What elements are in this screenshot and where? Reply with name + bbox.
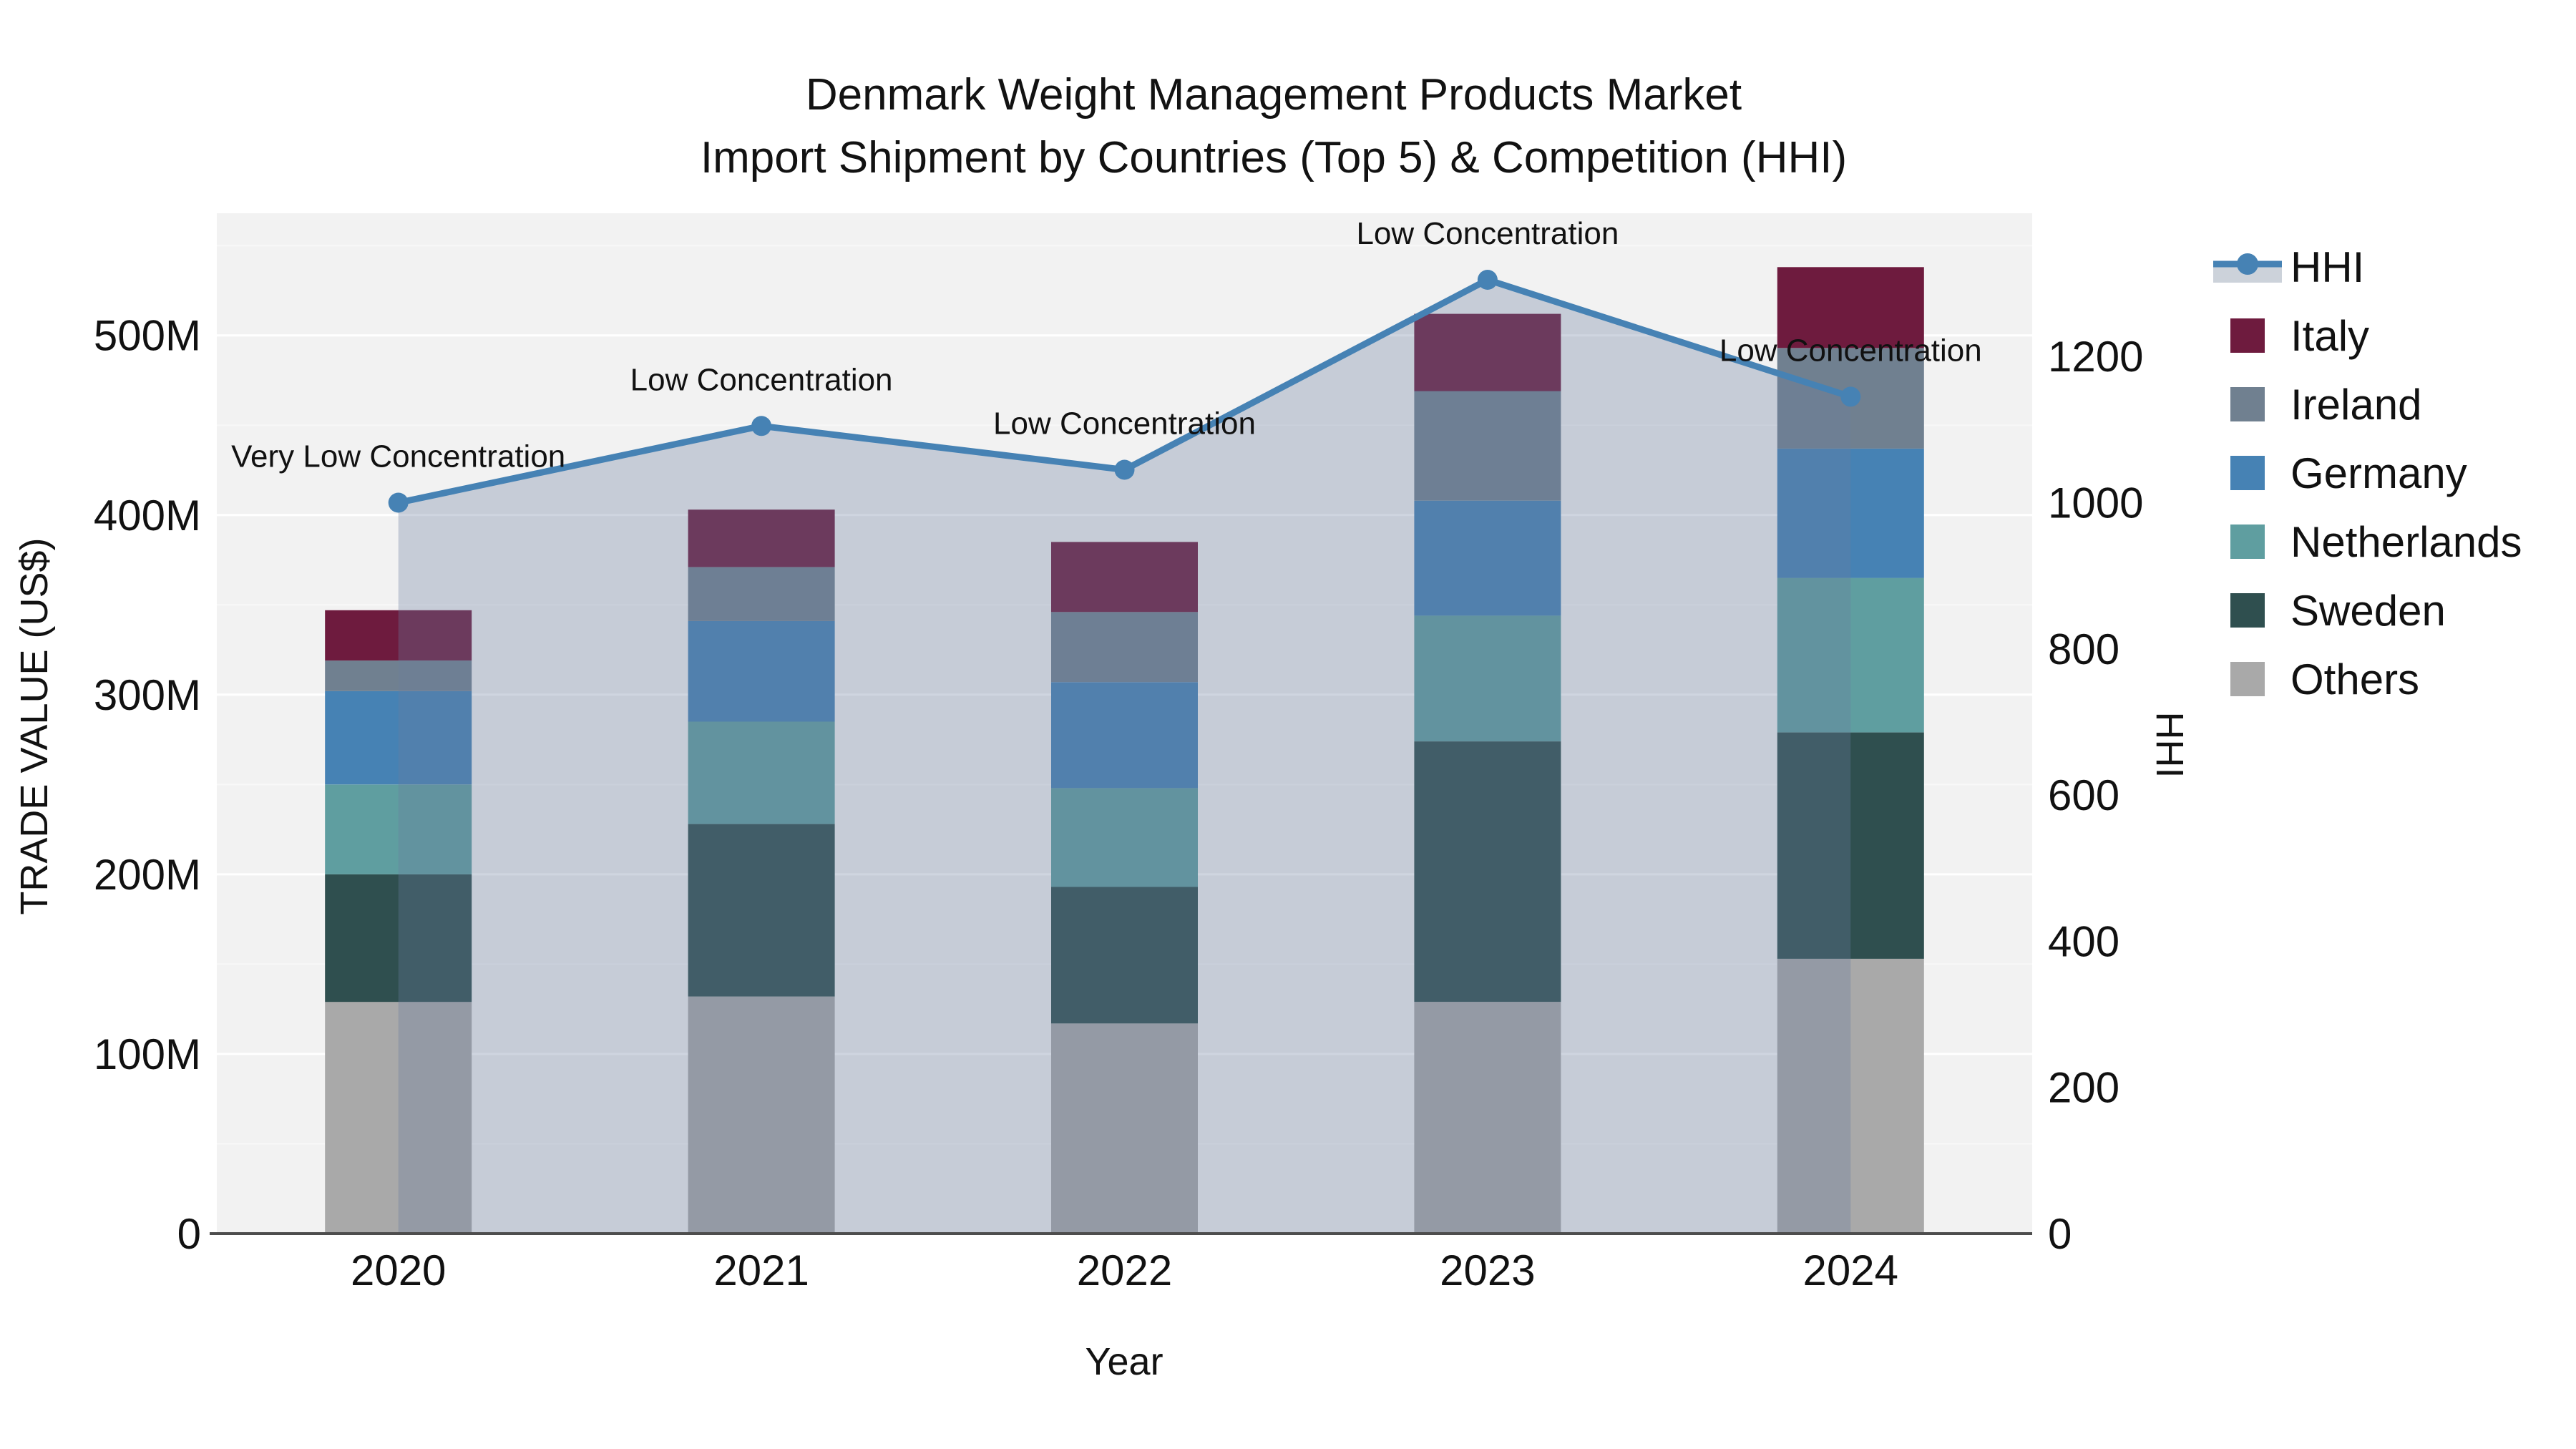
legend-swatch [2230,318,2265,353]
bar-segment-italy [1777,267,1924,348]
legend-label: Netherlands [2290,517,2522,566]
legend-swatch [2230,593,2265,628]
bar-segment-netherlands [688,721,835,824]
legend-item-netherlands[interactable]: Netherlands [2213,507,2522,576]
bar-segment-germany [1777,448,1924,578]
bar-segment-netherlands [325,784,472,874]
legend-item-others[interactable]: Others [2213,645,2522,713]
hhi-marker [1840,386,1861,407]
hhi-marker [1114,459,1135,480]
chart-title-line1: Denmark Weight Management Products Marke… [805,70,1742,119]
bar-segment-others [1777,958,1924,1234]
bar-segment-sweden [688,824,835,997]
x-axis-title: Year [1085,1340,1163,1383]
legend: HHI Italy Ireland Germany Netherlands Sweden O… [2213,233,2522,713]
chart-title: Denmark Weight Management Products Marke… [286,64,2261,190]
bar-segment-others [325,1002,472,1234]
hhi-marker [388,492,409,513]
bar-segment-italy [688,509,835,567]
bar-segment-netherlands [1051,788,1198,887]
bar-segment-others [688,996,835,1234]
legend-swatch [2230,456,2265,490]
bar-segment-others [1414,1002,1561,1234]
x-tick-label: 2022 [1077,1246,1172,1294]
y-tick-label: 300M [94,671,201,719]
legend-label: Germany [2290,449,2467,497]
bar-segment-ireland [325,660,472,691]
bar-segment-others [1051,1023,1198,1234]
x-tick-label: 2024 [1803,1246,1898,1294]
y2-tick-label: 600 [2048,771,2119,819]
x-tick-label: 2023 [1440,1246,1535,1294]
bar-segment-italy [325,610,472,661]
x-tick-label: 2021 [713,1246,809,1294]
bar-segment-sweden [1051,887,1198,1024]
legend-item-ireland[interactable]: Ireland [2213,370,2522,439]
hhi-area [398,280,1851,1234]
y2-tick-label: 200 [2048,1064,2119,1112]
y2-tick-label: 0 [2048,1210,2072,1258]
y-tick-label: 200M [94,851,201,899]
y-axis-title: TRADE VALUE (US$) [13,537,56,915]
bar-segment-sweden [1777,732,1924,959]
bar-segment-netherlands [1414,615,1561,742]
legend-swatch [2230,387,2265,421]
legend-label: Sweden [2290,586,2446,635]
annotation-label: Low Concentration [1356,216,1619,251]
y-tick-label: 0 [177,1210,201,1258]
bar-segment-ireland [1414,391,1561,501]
legend-swatch [2230,525,2265,559]
annotation-label: Low Concentration [1719,333,1982,368]
bar-segment-germany [688,620,835,722]
annotation-label: Very Low Concentration [231,439,565,474]
legend-swatch [2230,662,2265,696]
legend-label: Ireland [2290,380,2422,429]
y2-axis-title: HHI [2148,711,2191,779]
bar-segment-germany [1051,682,1198,789]
bar-segment-sweden [325,874,472,1002]
legend-item-hhi[interactable]: HHI [2213,233,2522,301]
bar-segment-germany [325,691,472,785]
y-tick-label: 400M [94,492,201,540]
y-tick-label: 500M [94,312,201,360]
y2-tick-label: 1000 [2048,479,2143,527]
legend-item-italy[interactable]: Italy [2213,301,2522,370]
legend-label: Italy [2290,311,2370,360]
bar-segment-sweden [1414,741,1561,1002]
annotation-label: Low Concentration [993,406,1256,441]
hhi-marker [1477,270,1498,290]
legend-item-sweden[interactable]: Sweden [2213,576,2522,645]
y2-tick-label: 1200 [2048,333,2143,381]
bar-segment-italy [1414,313,1561,391]
hhi-marker [751,416,772,436]
chart-title-line2: Import Shipment by Countries (Top 5) & C… [700,133,1848,182]
y2-tick-label: 800 [2048,625,2119,673]
bar-segment-germany [1414,500,1561,616]
legend-label: HHI [2290,243,2365,291]
bar-segment-italy [1051,542,1198,613]
y-tick-label: 100M [94,1030,201,1078]
annotation-label: Low Concentration [630,362,893,397]
legend-item-germany[interactable]: Germany [2213,439,2522,507]
legend-label: Others [2290,655,2420,703]
hhi-line-sample [2213,253,2282,283]
x-tick-label: 2020 [351,1246,446,1294]
bar-segment-ireland [1051,612,1198,683]
bar-segment-ireland [688,567,835,621]
y2-tick-label: 400 [2048,917,2119,965]
bar-segment-netherlands [1777,577,1924,733]
